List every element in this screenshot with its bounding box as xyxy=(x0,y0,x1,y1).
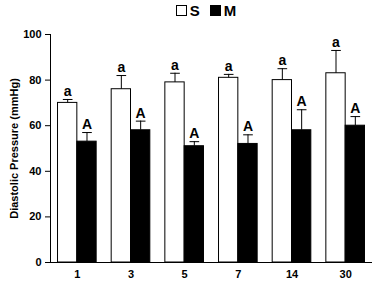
svg-text:60: 60 xyxy=(29,119,41,131)
html-text:S: S xyxy=(189,1,200,19)
svg-text:40: 40 xyxy=(29,165,41,177)
svg-text:80: 80 xyxy=(29,74,41,86)
svg-text:5: 5 xyxy=(182,268,188,280)
svg-text:3: 3 xyxy=(128,268,134,280)
svg-text:20: 20 xyxy=(29,210,41,222)
svg-text:14: 14 xyxy=(286,268,299,280)
svg-text:A: A xyxy=(350,100,360,116)
svg-text:A: A xyxy=(243,118,253,134)
svg-text:A: A xyxy=(136,105,146,121)
svg-text:a: a xyxy=(278,52,286,68)
svg-text:A: A xyxy=(297,93,307,109)
svg-text:A: A xyxy=(82,116,92,132)
svg-text:a: a xyxy=(117,59,125,75)
svg-text:a: a xyxy=(64,83,72,99)
svg-text:0: 0 xyxy=(35,256,41,268)
svg-text:a: a xyxy=(171,57,179,73)
html-text:M: M xyxy=(223,1,237,19)
svg-text:A: A xyxy=(189,125,199,141)
svg-text:a: a xyxy=(332,34,340,50)
svg-text:a: a xyxy=(225,58,233,74)
svg-text:100: 100 xyxy=(23,28,41,40)
svg-text:30: 30 xyxy=(340,268,352,280)
svg-text:7: 7 xyxy=(235,268,241,280)
svg-text:Diastolic Pressure (mmHg): Diastolic Pressure (mmHg) xyxy=(8,78,20,219)
svg-text:1: 1 xyxy=(74,268,80,280)
